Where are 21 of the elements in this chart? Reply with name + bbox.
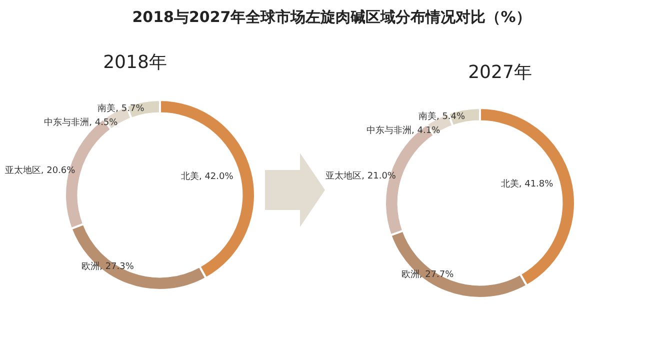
data-label: , 20.6% xyxy=(40,166,76,176)
chart-subtitle: 2018年 xyxy=(103,52,167,73)
slice-label: 北美 xyxy=(180,171,199,182)
slice-label: 南美 xyxy=(98,103,116,114)
data-label: , 5.4% xyxy=(436,112,466,122)
slice-label: 中东与非洲 xyxy=(366,124,412,136)
data-label: , 5.7% xyxy=(116,104,145,114)
data-label: , 21.0% xyxy=(362,172,396,182)
slice-label: 欧洲 xyxy=(82,261,100,272)
chart-title: 2027年 xyxy=(468,62,532,83)
slice-label: 亚太地区 xyxy=(4,165,41,176)
data-label: , 41.8% xyxy=(518,180,554,190)
data-label: , 4.5% xyxy=(89,118,118,128)
slice-label: 南美 xyxy=(418,110,436,122)
slice-label: 亚太地区 xyxy=(326,170,362,182)
slice-label: 中东与非洲 xyxy=(44,117,90,128)
slice-label: 欧洲 xyxy=(401,268,420,280)
data-label: , 4.1% xyxy=(412,126,441,136)
text: 2018与2027年全球市场左旋肉碱区域分布情况对比（%） xyxy=(132,8,531,26)
slice-label: 北美 xyxy=(500,178,519,190)
data-label: , 42.0% xyxy=(198,172,234,182)
